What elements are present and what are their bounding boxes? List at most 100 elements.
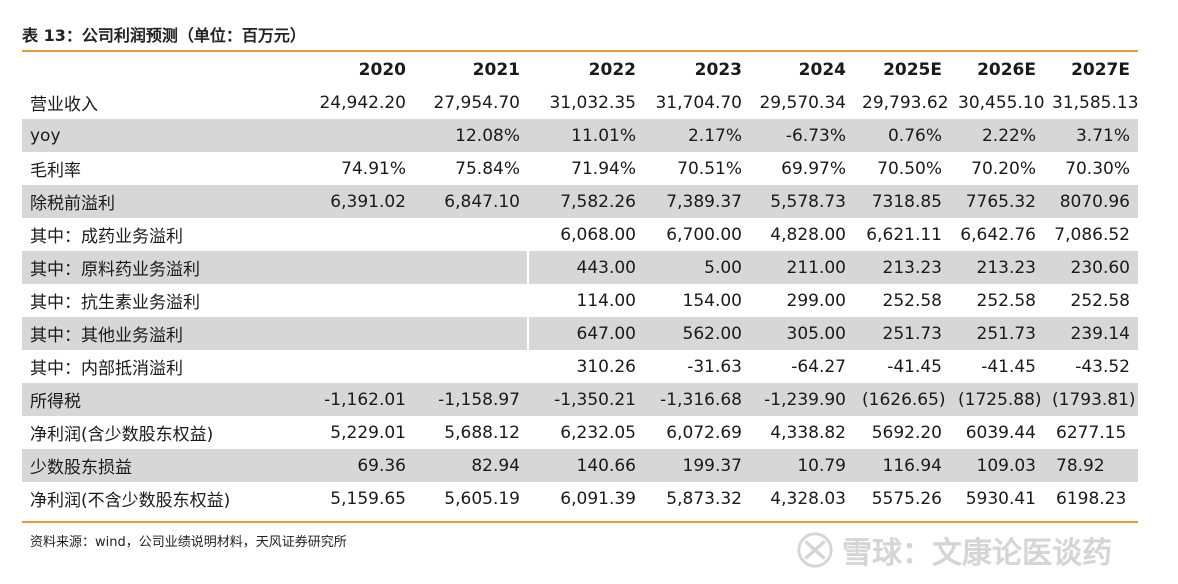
header-year-cell: 2023: [644, 53, 750, 86]
value-cell: 5,578.73: [750, 185, 854, 218]
header-year-cell: 2022: [528, 53, 644, 86]
value-cell: 30,455.10: [958, 92, 1045, 113]
value-cell: 2.22%: [950, 119, 1044, 152]
row-label: yoy: [22, 119, 304, 152]
row-label: 其中：成药业务溢利: [30, 227, 183, 247]
value-cell: 116.94: [854, 449, 950, 482]
value-cell: 7318.85: [854, 185, 950, 218]
value-cell: 31,585.13: [1052, 92, 1139, 113]
value-cell: [414, 251, 528, 284]
header-year-cell: 2024: [750, 53, 854, 86]
value-cell: 6,072.69: [666, 422, 742, 443]
value-cell: 6039.44: [965, 422, 1036, 443]
value-cell: -41.45: [981, 356, 1036, 377]
value-cell: 24,942.20: [319, 92, 406, 113]
value-cell: (1626.65): [854, 383, 950, 416]
watermark-text: 雪球：文康论医谈药: [842, 536, 1112, 571]
value-cell: 4,338.82: [770, 422, 846, 443]
row-label: 营业收入: [30, 95, 98, 115]
value-cell: 443.00: [527, 251, 644, 284]
value-cell: 7,389.37: [644, 185, 750, 218]
value-cell: 252.58: [976, 290, 1036, 311]
value-cell: 252.58: [882, 290, 942, 311]
value-cell: 154.00: [682, 290, 742, 311]
value-cell: 6277.15: [1056, 422, 1127, 443]
table-row: 其中：抗生素业务溢利 114.00 154.00 299.00 252.58 252.58…: [22, 284, 1138, 317]
top-rule: [22, 50, 1138, 52]
value-cell: 299.00: [786, 290, 846, 311]
bottom-rule: [22, 521, 1138, 523]
value-cell: 213.23: [950, 251, 1044, 284]
value-cell: 211.00: [750, 251, 854, 284]
row-label: 所得税: [22, 383, 304, 416]
table-row: 营业收入 24,942.20 27,954.70 31,032.35 31,704.70…: [22, 86, 1139, 119]
header-year-cell: 2020: [304, 53, 414, 86]
value-cell: -41.45: [887, 356, 942, 377]
value-cell: 5,229.01: [330, 422, 406, 443]
table-row: 其中：成药业务溢利 6,068.00 6,700.00 4,828.00 6,621.1…: [22, 218, 1138, 251]
xueqiu-logo-icon: [797, 532, 833, 568]
value-cell: -6.73%: [750, 119, 854, 152]
value-cell: [304, 218, 414, 251]
table-row: 除税前溢利 6,391.02 6,847.10 7,582.26 7,389.37 5,5…: [22, 185, 1138, 218]
value-cell: 10.79: [750, 449, 854, 482]
value-cell: 6,621.11: [866, 224, 942, 245]
table-row: 少数股东损益 69.36 82.94 140.66 199.37 10.79 116.94 1…: [22, 449, 1138, 482]
value-cell: 4,328.03: [770, 488, 846, 509]
value-cell: 2.17%: [644, 119, 750, 152]
value-cell: 109.03: [950, 449, 1044, 482]
value-cell: 29,793.62: [862, 92, 949, 113]
table-row: 其中：其他业务溢利 647.00 562.00 305.00 251.73 251.73 2…: [22, 317, 1138, 350]
header-year-cell: 2027E: [1044, 53, 1138, 86]
value-cell: 70.50%: [877, 158, 942, 179]
value-cell: 75.84%: [455, 158, 520, 179]
value-cell: [414, 350, 528, 383]
value-cell: 7,086.52: [1054, 224, 1130, 245]
value-cell: 69.97%: [781, 158, 846, 179]
table-title: 表 13：公司利润预测（单位：百万元）: [22, 26, 306, 45]
value-cell: 5,873.32: [666, 488, 742, 509]
value-cell: 252.58: [1070, 290, 1130, 311]
value-cell: 29,570.34: [759, 92, 846, 113]
profit-forecast-table: 2020 2021 2022 2023 2024 2025E 2026E 2027E 营业收入…: [22, 53, 1139, 515]
table-row: 其中：原料药业务溢利 443.00 5.00 211.00 213.23 213.23 23…: [22, 251, 1138, 284]
value-cell: 5.00: [644, 251, 750, 284]
value-cell: [304, 317, 414, 350]
table-row: yoy 12.08% 11.01% 2.17% -6.73% 0.76% 2.22% 3.71…: [22, 119, 1138, 152]
value-cell: 230.60: [1044, 251, 1138, 284]
value-cell: 305.00: [750, 317, 854, 350]
value-cell: [414, 317, 528, 350]
row-label: 其中：内部抵消溢利: [30, 359, 183, 379]
value-cell: 5,605.19: [444, 488, 520, 509]
value-cell: 31,032.35: [549, 92, 636, 113]
table-row: 净利润(含少数股东权益) 5,229.01 5,688.12 6,232.05 6,07…: [22, 416, 1138, 449]
value-cell: 82.94: [414, 449, 528, 482]
value-cell: 5930.41: [965, 488, 1036, 509]
value-cell: 4,828.00: [770, 224, 846, 245]
value-cell: 647.00: [527, 317, 644, 350]
row-label: 少数股东损益: [22, 449, 304, 482]
value-cell: 5,159.65: [330, 488, 406, 509]
table-row: 毛利率 74.91% 75.84% 71.94% 70.51% 69.97% 70.50% 7…: [22, 152, 1138, 185]
value-cell: 11.01%: [528, 119, 644, 152]
header-year-cell: 2025E: [854, 53, 950, 86]
value-cell: 31,704.70: [655, 92, 742, 113]
value-cell: 0.76%: [854, 119, 950, 152]
value-cell: 6,642.76: [960, 224, 1036, 245]
value-cell: [414, 218, 528, 251]
value-cell: -64.27: [791, 356, 846, 377]
value-cell: 3.71%: [1044, 119, 1138, 152]
value-cell: 6,091.39: [560, 488, 636, 509]
value-cell: -1,158.97: [414, 383, 528, 416]
value-cell: -1,350.21: [528, 383, 644, 416]
value-cell: 27,954.70: [433, 92, 520, 113]
value-cell: 6,391.02: [304, 185, 414, 218]
value-cell: -1,316.68: [644, 383, 750, 416]
row-label: 除税前溢利: [22, 185, 304, 218]
value-cell: 5,688.12: [444, 422, 520, 443]
value-cell: -43.52: [1075, 356, 1130, 377]
value-cell: [304, 350, 414, 383]
row-label: 毛利率: [30, 161, 81, 181]
row-label: 净利润(不含少数股东权益): [30, 491, 231, 511]
row-label: 净利润(含少数股东权益): [30, 425, 214, 445]
